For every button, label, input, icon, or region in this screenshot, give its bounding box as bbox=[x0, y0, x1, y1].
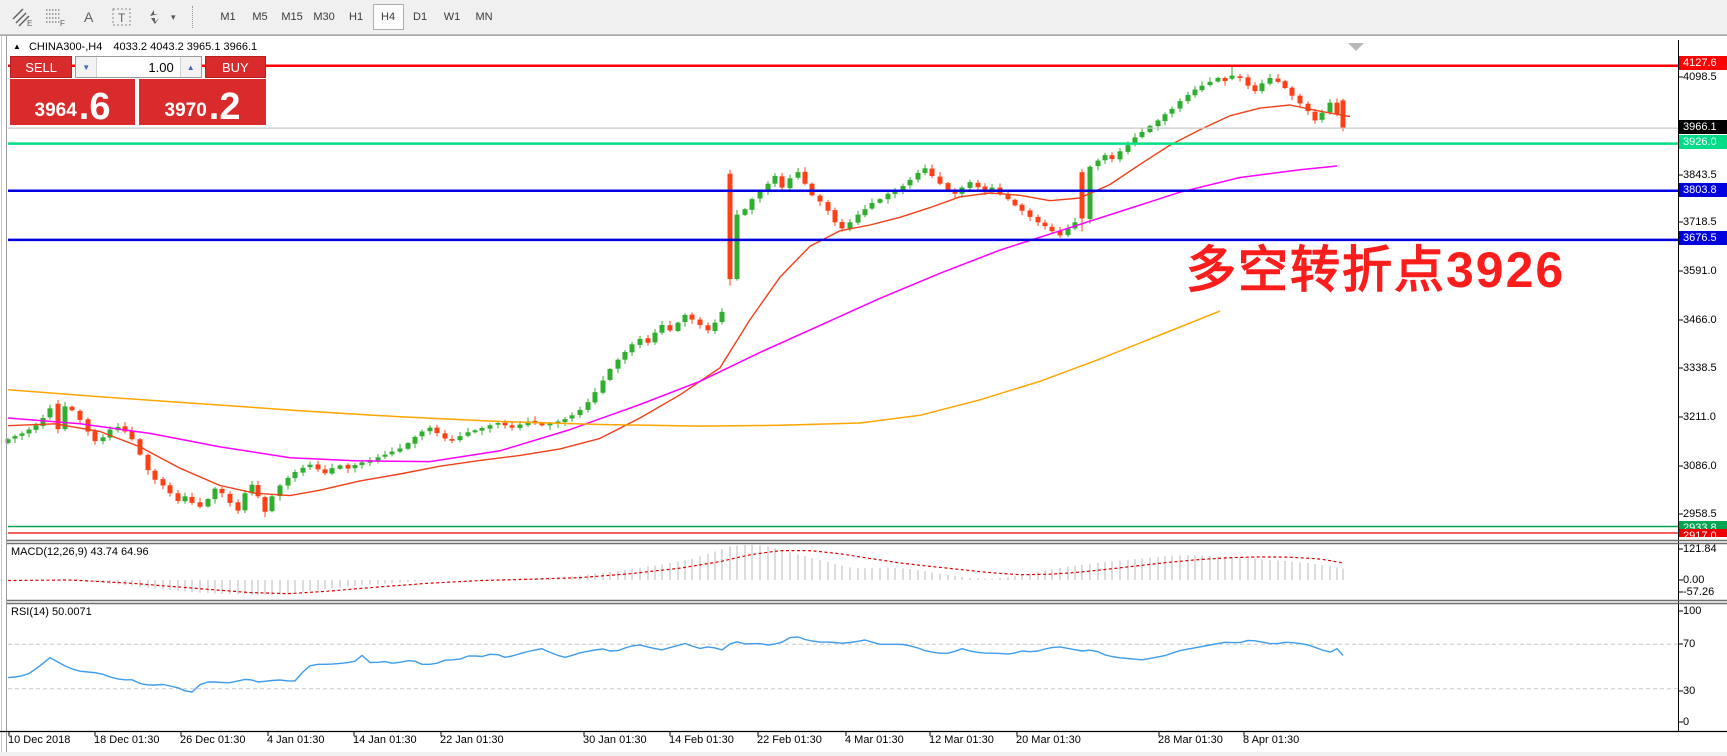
price-axis-label: 3086.0 bbox=[1683, 460, 1717, 472]
svg-text:F: F bbox=[60, 19, 65, 27]
svg-text:T: T bbox=[118, 11, 126, 25]
time-axis-label: 22 Jan 01:30 bbox=[440, 734, 504, 746]
time-axis-label: 14 Jan 01:30 bbox=[353, 734, 417, 746]
price-axis-badge: 2917.0 bbox=[1679, 529, 1727, 537]
ma-slow-orange-line bbox=[7, 310, 1221, 427]
toolbar-separator bbox=[191, 6, 203, 28]
macd-axis-label: 121.84 bbox=[1683, 543, 1717, 555]
timeframe-button-d1[interactable]: D1 bbox=[413, 11, 428, 23]
timeframe-button-mn[interactable]: MN bbox=[475, 11, 493, 23]
timeframe-button-m1[interactable]: M1 bbox=[220, 11, 236, 23]
text-tool-icon[interactable]: A bbox=[74, 4, 103, 30]
macd-axis-label: -57.26 bbox=[1683, 586, 1715, 598]
time-axis-label: 14 Feb 01:30 bbox=[669, 734, 734, 746]
equidistant-channel-tool-icon[interactable]: E bbox=[8, 4, 37, 30]
macd-indicator-label: MACD(12,26,9) 43.74 64.96 bbox=[11, 546, 149, 558]
volume-increase-icon[interactable]: ▲ bbox=[179, 57, 201, 77]
buy-price-main: 3970 bbox=[164, 100, 207, 121]
timeframe-button-h4[interactable]: H4 bbox=[372, 4, 404, 30]
price-axis-label: 3211.0 bbox=[1683, 411, 1716, 423]
time-axis-label: 8 Apr 01:30 bbox=[1243, 734, 1300, 746]
price-axis-badge: 3803.8 bbox=[1679, 183, 1727, 197]
rsi-level-lines bbox=[8, 643, 1678, 690]
time-axis-label: 4 Mar 01:30 bbox=[845, 734, 904, 746]
price-axis-badge: 3676.5 bbox=[1679, 231, 1727, 245]
sell-button[interactable]: SELL bbox=[10, 56, 73, 78]
price-axis-label: 3718.5 bbox=[1683, 216, 1717, 228]
trade-panel-prices: 3964 .6 3970 .2 bbox=[10, 79, 266, 128]
volume-input[interactable]: 1.00 bbox=[97, 57, 180, 77]
volume-stepper: ▼ 1.00 ▲ bbox=[75, 56, 202, 78]
rsi-axis-label: 0 bbox=[1683, 716, 1690, 728]
chart-annotation-text: 多空转折点3926 bbox=[1186, 242, 1566, 298]
price-axis-label: 4098.5 bbox=[1683, 71, 1717, 83]
price-axis-badge: 3966.1 bbox=[1679, 120, 1727, 134]
price-axis-label: 3466.0 bbox=[1683, 314, 1717, 326]
chart-header: ▲ CHINA300-,H4 4033.2 4043.2 3965.1 3966… bbox=[13, 41, 257, 53]
text-label-tool-icon[interactable]: T bbox=[107, 4, 136, 30]
sell-price-button[interactable]: 3964 .6 bbox=[10, 79, 135, 128]
arrows-dropdown-icon[interactable]: ▾ bbox=[171, 11, 176, 22]
price-axis-label: 3843.5 bbox=[1683, 169, 1717, 181]
time-axis-label: 26 Dec 01:30 bbox=[180, 734, 246, 746]
timeframe-button-m30[interactable]: M30 bbox=[313, 11, 335, 23]
chart-shift-marker-icon[interactable] bbox=[1348, 43, 1364, 51]
price-axis-label: 2958.5 bbox=[1683, 508, 1717, 520]
ma-fast-red-line bbox=[7, 104, 1351, 497]
timeframe-button-w1[interactable]: W1 bbox=[443, 11, 461, 23]
sell-price-main: 3964 bbox=[34, 100, 77, 121]
time-axis-label: 4 Jan 01:30 bbox=[267, 734, 325, 746]
horizontal-level-lines bbox=[8, 64, 1678, 534]
price-axis-label: 3338.5 bbox=[1683, 362, 1717, 374]
time-axis-label: 18 Dec 01:30 bbox=[94, 734, 160, 746]
drawing-tools-group: E F A T ▾ bbox=[8, 4, 178, 30]
sell-price-pips: .6 bbox=[78, 85, 111, 128]
svg-text:E: E bbox=[27, 19, 32, 27]
ohlc-values: 4033.2 4043.2 3965.1 3966.1 bbox=[113, 41, 258, 53]
ma-medium-magenta-line bbox=[7, 165, 1338, 463]
one-click-trading-panel: SELL ▼ 1.00 ▲ BUY 3964 .6 3970 .2 bbox=[10, 56, 266, 128]
time-axis-label: 12 Mar 01:30 bbox=[929, 734, 994, 746]
trade-panel-controls: SELL ▼ 1.00 ▲ BUY bbox=[10, 56, 266, 78]
buy-price-pips: .2 bbox=[208, 85, 241, 128]
svg-text:A: A bbox=[84, 9, 94, 25]
chart-frame bbox=[0, 35, 1727, 756]
macd-axis-label: 0.00 bbox=[1683, 574, 1705, 586]
volume-decrease-icon[interactable]: ▼ bbox=[76, 57, 98, 77]
timeframe-button-m15[interactable]: M15 bbox=[281, 11, 303, 23]
rsi-indicator-label: RSI(14) 50.0071 bbox=[11, 606, 92, 618]
timeframe-buttons-group: M1 M5 M15 M30 H1 H4 D1 W1 MN bbox=[213, 4, 501, 30]
toolbar: E F A T ▾ M1 M5 M15 M30 H1 H4 D1 W1 MN bbox=[0, 0, 1727, 35]
time-axis-label: 20 Mar 01:30 bbox=[1016, 734, 1081, 746]
arrows-tool-icon[interactable] bbox=[140, 4, 169, 30]
moving-averages bbox=[7, 104, 1351, 497]
rsi-axis-label: 30 bbox=[1683, 685, 1696, 697]
macd-histogram bbox=[7, 545, 1344, 596]
macd-signal-line bbox=[8, 550, 1344, 595]
fibonacci-tool-icon[interactable]: F bbox=[41, 4, 70, 30]
candlesticks bbox=[5, 66, 1346, 518]
buy-price-button[interactable]: 3970 .2 bbox=[139, 79, 266, 128]
collapse-trade-panel-icon[interactable]: ▲ bbox=[13, 42, 21, 51]
timeframe-button-m5[interactable]: M5 bbox=[252, 11, 268, 23]
price-axis-label: 3591.0 bbox=[1683, 265, 1717, 277]
time-axis-label: 22 Feb 01:30 bbox=[757, 734, 822, 746]
buy-button[interactable]: BUY bbox=[204, 56, 266, 78]
rsi-axis-label: 70 bbox=[1683, 638, 1696, 650]
rsi-axis-label: 100 bbox=[1683, 605, 1702, 617]
timeframe-button-h1[interactable]: H1 bbox=[349, 11, 364, 23]
price-axis-badge: 4127.6 bbox=[1679, 56, 1727, 70]
price-axis-badge: 3926.0 bbox=[1679, 135, 1727, 149]
symbol-name: CHINA300-,H4 bbox=[28, 41, 103, 53]
rsi-line bbox=[7, 636, 1344, 693]
time-axis-label: 10 Dec 2018 bbox=[8, 734, 71, 746]
time-axis-label: 30 Jan 01:30 bbox=[583, 734, 647, 746]
time-axis-label: 28 Mar 01:30 bbox=[1158, 734, 1223, 746]
